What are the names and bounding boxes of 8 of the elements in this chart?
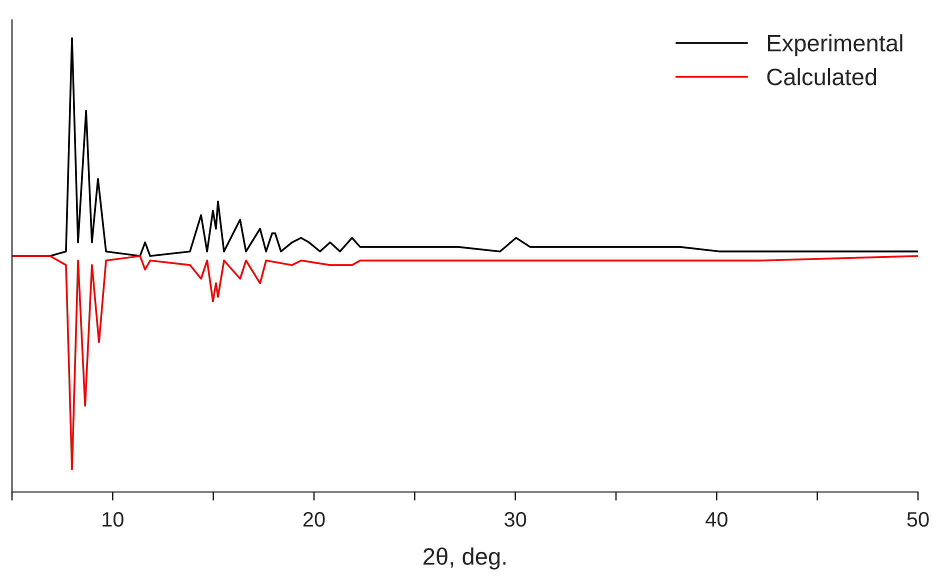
legend-label: Calculated bbox=[767, 68, 876, 86]
x-tick-label: 10 bbox=[102, 512, 124, 527]
x-axis-title: 2θ, deg. bbox=[424, 548, 506, 570]
x-tick-label: 20 bbox=[303, 512, 325, 527]
x-tick-label: 40 bbox=[706, 512, 728, 527]
x-tick-label: 50 bbox=[907, 512, 929, 527]
x-tick-label: 30 bbox=[504, 512, 526, 527]
legend-label: Experimental bbox=[768, 34, 902, 56]
